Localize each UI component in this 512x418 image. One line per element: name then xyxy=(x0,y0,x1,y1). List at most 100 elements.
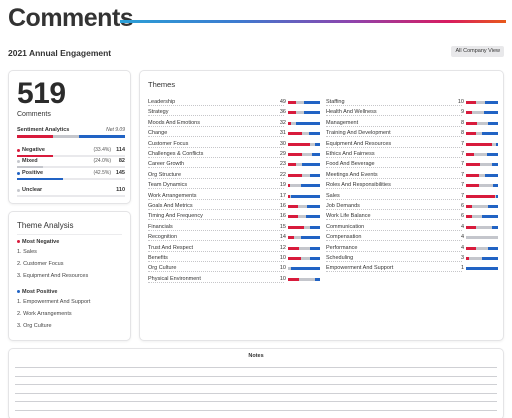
bar-negative xyxy=(466,205,473,208)
notes-line[interactable] xyxy=(15,375,497,377)
theme-row[interactable]: Scheduling 3 xyxy=(326,255,498,264)
bar-negative xyxy=(288,277,300,281)
theme-sentiment-bar xyxy=(466,267,498,271)
theme-row[interactable]: Leadership 49 xyxy=(148,99,320,108)
theme-row[interactable]: Compensation 4 xyxy=(326,234,498,243)
notes-line[interactable] xyxy=(15,384,497,385)
theme-count: 32 xyxy=(279,119,286,126)
theme-row[interactable]: Physical Environment 10 xyxy=(148,275,320,285)
theme-row[interactable]: Communication 4 xyxy=(326,223,498,233)
most-positive-heading: Most Positive xyxy=(17,289,57,295)
most-negative-label: Most Negative xyxy=(22,239,60,245)
theme-row[interactable]: Financials 15 xyxy=(148,223,320,233)
theme-count: 15 xyxy=(279,223,286,230)
theme-row[interactable]: Org Culture 10 xyxy=(148,265,320,274)
theme-row[interactable]: Sales 7 xyxy=(326,192,498,202)
theme-name: Challenges & Conflicts xyxy=(148,151,205,157)
dotted-leader xyxy=(148,105,284,106)
bar-positive xyxy=(488,246,498,250)
theme-row[interactable]: Challenges & Conflicts 29 xyxy=(148,151,320,160)
theme-row[interactable]: Strategy 36 xyxy=(148,109,320,118)
bar-positive xyxy=(310,257,320,260)
bar-negative xyxy=(288,246,300,250)
bar-negative xyxy=(466,194,495,198)
theme-name: Leadership xyxy=(148,99,177,105)
theme-count: 4 xyxy=(460,244,464,251)
net-score: Net 9.09 xyxy=(106,127,125,133)
theme-name: Timing And Frequency xyxy=(148,213,204,220)
dotted-leader xyxy=(148,136,284,138)
theme-row[interactable]: Food And Beverage 7 xyxy=(326,161,498,170)
sentiment-percent: (42.5%) xyxy=(93,170,111,176)
theme-row[interactable]: Benefits 10 xyxy=(148,255,320,264)
notes-line[interactable] xyxy=(15,409,497,411)
theme-row[interactable]: Timing And Frequency 16 xyxy=(148,213,320,222)
theme-name: Benefits xyxy=(148,255,169,261)
notes-line[interactable] xyxy=(15,392,497,394)
theme-analysis-item: 3. Org Culture xyxy=(17,323,52,329)
notes-line[interactable] xyxy=(15,401,497,402)
sentiment-bar-mixed xyxy=(53,135,80,138)
theme-row[interactable]: Work Life Balance 6 xyxy=(326,213,498,222)
positive-dot-icon xyxy=(17,172,20,175)
sentiment-track xyxy=(17,178,125,180)
sentiment-label: Mixed xyxy=(22,158,38,164)
theme-row[interactable]: Team Dynamics 19 xyxy=(148,182,320,191)
theme-count: 14 xyxy=(279,234,286,241)
theme-sentiment-bar xyxy=(288,153,320,156)
theme-row[interactable]: Job Demands 6 xyxy=(326,203,498,212)
theme-row[interactable]: Roles And Responsibilities 7 xyxy=(326,182,498,191)
theme-row[interactable]: Performance 4 xyxy=(326,244,498,254)
bar-mixed xyxy=(472,205,489,208)
theme-row[interactable]: Org Structure 22 xyxy=(148,171,320,181)
theme-sentiment-bar xyxy=(466,173,498,177)
dotted-leader xyxy=(326,125,462,127)
bar-mixed xyxy=(494,194,497,198)
notes-line[interactable] xyxy=(15,367,497,368)
theme-name: Job Demands xyxy=(326,203,361,209)
dotted-leader xyxy=(326,198,462,200)
bar-mixed xyxy=(491,142,497,146)
theme-row[interactable]: Health And Wellness 9 xyxy=(326,109,498,118)
theme-count: 9 xyxy=(460,109,464,116)
theme-row[interactable]: Goals And Metrics 16 xyxy=(148,203,320,212)
theme-analysis-title: Theme Analysis xyxy=(17,221,74,230)
sentiment-fill xyxy=(17,166,43,168)
theme-row[interactable]: Recognition 14 xyxy=(148,234,320,243)
theme-row[interactable]: Staffing 10 xyxy=(326,99,498,108)
theme-row[interactable]: Change 31 xyxy=(148,130,320,139)
theme-row[interactable]: Career Growth 23 xyxy=(148,161,320,170)
theme-row[interactable]: Trust And Respect 12 xyxy=(148,244,320,254)
theme-sentiment-bar xyxy=(288,267,320,271)
theme-row[interactable]: Meetings And Events 7 xyxy=(326,171,498,181)
theme-row[interactable]: Ethics And Fairness 7 xyxy=(326,151,498,160)
theme-name: Training And Development xyxy=(326,130,392,137)
theme-name: Career Growth xyxy=(148,161,186,168)
sentiment-count: 82 xyxy=(118,158,125,164)
dotted-leader xyxy=(148,240,284,242)
dotted-leader xyxy=(148,177,284,179)
theme-sentiment-bar xyxy=(466,225,498,229)
theme-sentiment-bar xyxy=(466,194,498,198)
theme-sentiment-bar xyxy=(288,205,320,208)
bar-mixed xyxy=(480,163,492,167)
theme-row[interactable]: Management 8 xyxy=(326,119,498,129)
theme-row[interactable]: Moods And Emotions 32 xyxy=(148,119,320,129)
bar-mixed xyxy=(289,184,301,188)
theme-sentiment-bar xyxy=(288,111,320,115)
bar-positive xyxy=(488,121,498,125)
bar-mixed xyxy=(296,163,303,167)
theme-count: 4 xyxy=(460,234,464,241)
theme-row[interactable]: Customer Focus 30 xyxy=(148,140,320,150)
title-gradient-line xyxy=(120,20,506,23)
dotted-leader xyxy=(148,198,284,200)
bar-negative xyxy=(466,101,476,104)
dotted-leader xyxy=(326,157,462,158)
theme-row[interactable]: Equipment And Resources 7 xyxy=(326,140,498,150)
sentiment-label: Positive xyxy=(22,170,44,176)
mixed-dot-icon xyxy=(17,160,20,163)
theme-row[interactable]: Empowerment And Support 1 xyxy=(326,265,498,274)
company-view-button[interactable]: All Company View xyxy=(451,46,504,57)
theme-row[interactable]: Training And Development 8 xyxy=(326,130,498,139)
theme-row[interactable]: Work Arrangements 17 xyxy=(148,192,320,202)
